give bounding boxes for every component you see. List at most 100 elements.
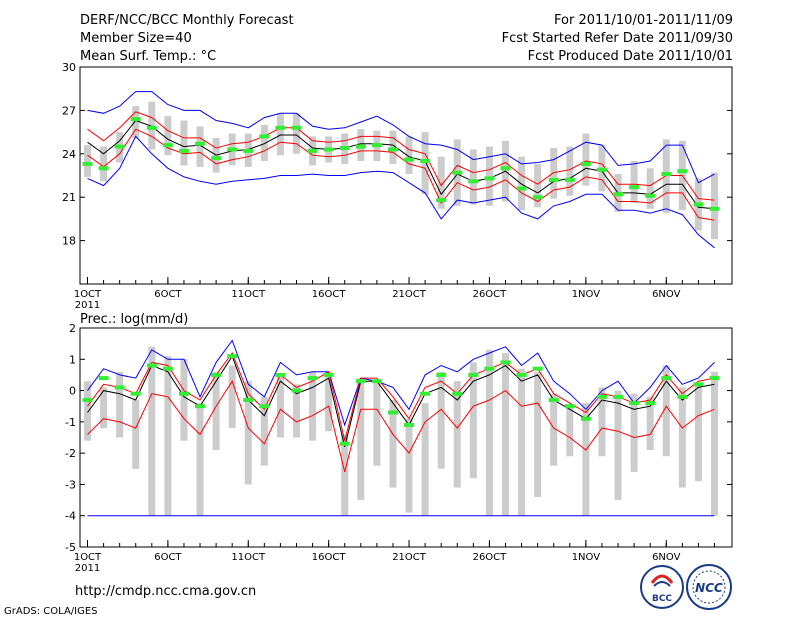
median-marker (371, 143, 382, 148)
median-marker (709, 206, 720, 211)
x-tick-label: 6OCT (154, 552, 182, 563)
median-marker (468, 179, 479, 184)
median-marker (355, 379, 366, 384)
ensemble-box (566, 406, 574, 457)
median-marker (548, 177, 559, 182)
ensemble-box (276, 374, 284, 438)
median-marker (355, 144, 366, 149)
median-marker (114, 385, 125, 390)
series-upper-line (87, 111, 715, 201)
ensemble-box (550, 393, 558, 466)
median-marker (580, 416, 591, 421)
ensemble-box (132, 106, 140, 138)
ensemble-box (293, 384, 300, 438)
ensemble-box (309, 371, 317, 441)
ensemble-box (196, 403, 204, 516)
ensemble-box (100, 387, 108, 429)
x-tick-year: 2011 (75, 300, 100, 311)
median-marker (661, 376, 672, 381)
x-tick-label: 26OCT (473, 289, 508, 300)
series-lower-line (87, 128, 715, 221)
y-tick-label: 18 (62, 235, 76, 248)
grads-credit: GrADS: COLA/IGES (4, 606, 98, 617)
median-marker (629, 185, 640, 190)
median-marker (178, 148, 189, 153)
x-tick-label: 1NOV (572, 289, 601, 300)
median-marker (98, 376, 109, 381)
ncc-logo: NCC (686, 564, 732, 610)
ensemble-box (276, 113, 284, 156)
ensemble-box (164, 116, 172, 156)
median-marker (387, 147, 398, 152)
ensemble-box (485, 349, 493, 516)
x-tick-label: 1OCT (74, 289, 102, 300)
ncc-logo-text: NCC (695, 581, 723, 595)
y-tick-label: 27 (62, 104, 76, 117)
median-marker (211, 156, 222, 161)
y-tick-label: 24 (62, 148, 76, 161)
median-marker (291, 388, 302, 393)
x-tick-label: 1OCT (74, 552, 102, 563)
ensemble-box (148, 101, 156, 150)
median-marker (243, 148, 254, 153)
median-marker (484, 176, 495, 181)
median-marker (436, 198, 447, 203)
median-marker (162, 143, 173, 148)
median-marker (709, 376, 720, 381)
ensemble-box (502, 353, 509, 516)
median-marker (564, 177, 575, 182)
median-marker (484, 366, 495, 371)
y-tick-label: -2 (65, 447, 76, 460)
median-marker (404, 422, 415, 427)
ensemble-box (421, 403, 429, 516)
x-tick-label: 26OCT (473, 552, 508, 563)
y-tick-label: 30 (62, 61, 76, 74)
source-url[interactable]: http://cmdp.ncc.cma.gov.cn (75, 584, 256, 599)
ncc-logo-globe (692, 570, 726, 604)
median-marker (532, 195, 543, 200)
median-marker (613, 192, 624, 197)
ensemble-box (646, 396, 654, 451)
ensemble-box (341, 434, 349, 516)
median-marker (82, 397, 93, 402)
median-marker (516, 372, 527, 377)
median-marker (452, 170, 463, 175)
ensemble-box (148, 346, 156, 516)
ensemble-box (196, 126, 204, 167)
median-marker (468, 372, 479, 377)
series-min-line (87, 135, 715, 249)
y-tick-label: -4 (65, 510, 76, 523)
bcc-logo-ring (640, 565, 684, 609)
ensemble-box (260, 396, 268, 466)
ensemble-box (244, 381, 252, 485)
median-marker (596, 167, 607, 172)
bcc-logo-arc (650, 574, 674, 584)
median-marker (275, 125, 286, 130)
member-size: Member Size=40 (80, 31, 192, 46)
series-lower-line (87, 380, 715, 473)
series-max-line (87, 91, 715, 184)
median-marker (564, 404, 575, 409)
bcc-logo-text: BCC (652, 594, 672, 604)
median-marker (323, 372, 334, 377)
median-marker (548, 397, 559, 402)
series-upper-line (87, 351, 715, 441)
ensemble-box (566, 146, 574, 196)
bcc-logo-wave (653, 581, 671, 587)
median-marker (323, 147, 334, 152)
y-tick-label: 2 (69, 322, 76, 335)
ensemble-box (389, 399, 397, 488)
ensemble-box (405, 136, 413, 175)
median-marker (227, 354, 238, 359)
median-marker (596, 394, 607, 399)
ensemble-box (212, 371, 220, 451)
y-tick-label: 0 (69, 385, 76, 398)
ensemble-box (630, 393, 638, 472)
ensemble-box (357, 378, 365, 501)
median-marker (211, 372, 222, 377)
ensemble-box (453, 381, 461, 488)
ensemble-box (582, 133, 590, 186)
